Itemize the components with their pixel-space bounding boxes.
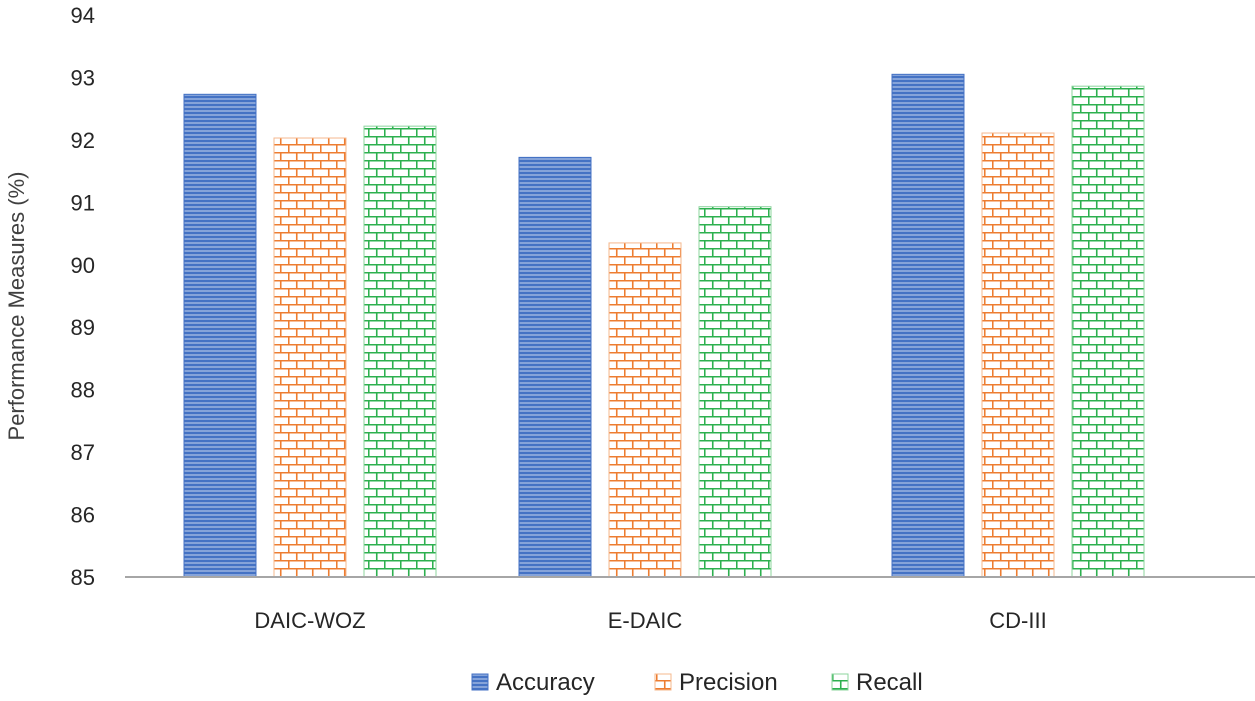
y-axis-ticks: 85 86 87 88 89 90 91 92 93 94 (71, 3, 95, 590)
legend-swatch (831, 673, 849, 691)
legend-item-recall: Recall (831, 669, 923, 696)
legend-label: Accuracy (496, 669, 595, 696)
bar-cd-iii-precision (981, 132, 1055, 578)
x-tick-label: CD-III (989, 608, 1046, 633)
y-tick-label: 91 (71, 190, 95, 215)
legend-item-accuracy: Accuracy (471, 669, 595, 696)
y-tick-label: 90 (71, 253, 95, 278)
y-tick-label: 92 (71, 128, 95, 153)
y-axis-label: Performance Measures (%) (4, 172, 29, 441)
bar-daic-woz-recall (363, 125, 437, 578)
bars (183, 73, 1145, 578)
bar-e-daic-precision (608, 242, 682, 578)
legend-swatch (654, 673, 672, 691)
y-tick-label: 87 (71, 440, 95, 465)
legend-label: Recall (856, 669, 923, 696)
bar-cd-iii-accuracy (891, 73, 965, 578)
y-tick-label: 88 (71, 378, 95, 403)
y-tick-label: 85 (71, 565, 95, 590)
bar-e-daic-accuracy (518, 156, 592, 578)
y-tick-label: 94 (71, 3, 95, 28)
legend: Accuracy Precision Recall (471, 669, 923, 696)
y-tick-label: 93 (71, 65, 95, 90)
x-tick-label: DAIC-WOZ (254, 608, 365, 633)
y-tick-label: 89 (71, 315, 95, 340)
bar-cd-iii-recall (1071, 85, 1145, 578)
x-tick-label: E-DAIC (608, 608, 683, 633)
legend-item-precision: Precision (654, 669, 778, 696)
bar-daic-woz-precision (273, 137, 347, 578)
bar-daic-woz-accuracy (183, 93, 257, 578)
x-axis-category-labels: DAIC-WOZ E-DAIC CD-III (254, 608, 1046, 633)
legend-label: Precision (679, 669, 778, 696)
legend-swatch (471, 673, 489, 691)
y-tick-label: 86 (71, 503, 95, 528)
bar-e-daic-recall (698, 206, 772, 578)
